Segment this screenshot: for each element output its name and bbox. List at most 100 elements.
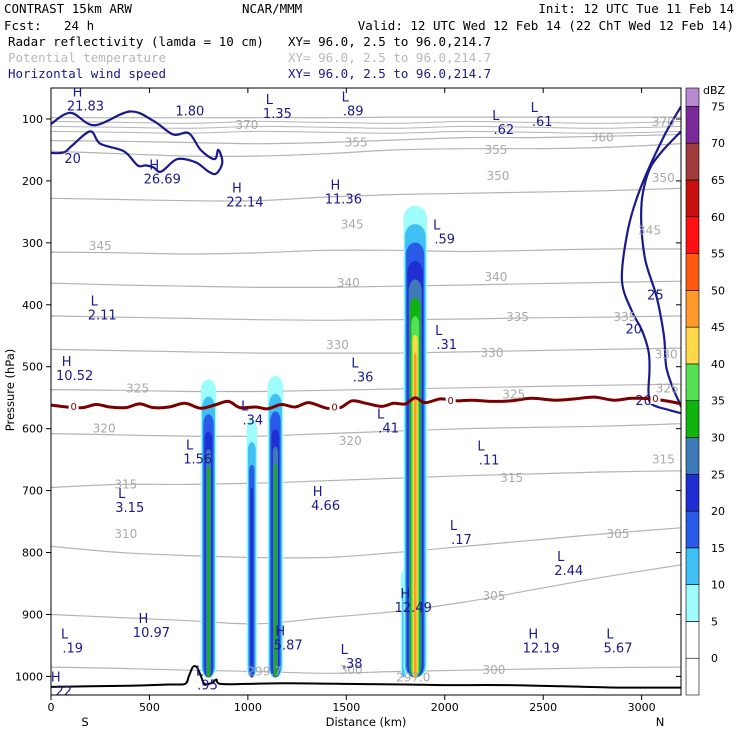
colorbar-segment-0	[685, 621, 700, 659]
theta-label: 350	[652, 171, 675, 185]
colorbar-label: 75	[711, 100, 725, 113]
hl-value: .34	[242, 413, 263, 428]
field-wind-name: Horizontal wind speed	[8, 66, 166, 81]
colorbar-segment-50	[685, 253, 700, 291]
hl-letter-low: L	[341, 643, 349, 658]
x-end-south: S	[81, 715, 88, 729]
y-tick-label: 100	[22, 113, 43, 126]
hl-letter-low: L	[186, 438, 194, 453]
colorbar-label: 40	[711, 358, 725, 371]
zero-degree-line: 0 0 0 0	[51, 392, 681, 414]
hl-letter-high: H	[62, 355, 72, 370]
x-tick-label: 1000	[234, 701, 262, 714]
x-axis: 0 500 1000 1500 2000 2500 3000	[48, 88, 656, 714]
x-tick-label: 0	[48, 701, 55, 714]
plot-frame	[50, 87, 682, 696]
hl-value: 2.11	[88, 309, 117, 324]
x-tick-label: 1500	[332, 701, 360, 714]
fcst-value: 24 h	[64, 18, 94, 33]
hl-value: 5.67	[604, 641, 633, 656]
y-tick-label: 700	[22, 485, 43, 498]
hl-letter-high: H	[73, 85, 83, 100]
zero-label-bg	[650, 392, 661, 404]
hl-value: .19	[62, 641, 83, 656]
hl-value: .11	[479, 454, 500, 469]
colorbar: 0 5 10 15 20 25 30 35 40 45 50 55 60 65 70 75	[685, 87, 725, 696]
hl-letter-low: L	[241, 399, 249, 414]
hl-letter-low: L	[606, 627, 614, 642]
reflectivity-cells	[200, 205, 427, 678]
hl-value: .62	[493, 123, 514, 138]
y-tick-label: 400	[22, 299, 43, 312]
colorbar-label: 50	[711, 284, 725, 297]
wind-contours: 20 25 20 20	[51, 106, 681, 415]
colorbar-label: 25	[711, 468, 725, 481]
wind-contour-label: 20	[625, 323, 642, 338]
theta-contour-350	[51, 187, 681, 202]
theta-label: 305	[483, 589, 506, 603]
theta-contour-370	[51, 116, 681, 119]
wind-contour-20-2	[620, 106, 681, 415]
theta-contour-355	[51, 143, 681, 157]
theta-label: 345	[638, 223, 661, 237]
theta-label: 305	[607, 527, 630, 541]
hl-value: .17	[451, 533, 472, 548]
y-tick-label: 900	[22, 608, 43, 621]
colorbar-segment-30	[685, 400, 700, 438]
theta-contour-320	[51, 423, 681, 437]
colorbar-label: 10	[711, 579, 725, 592]
hl-value: 1.80	[175, 104, 204, 119]
hl-value: 3.15	[115, 501, 144, 516]
hl-letter-high: H	[275, 624, 285, 639]
colorbar-label: 35	[711, 395, 725, 408]
colorbar-label: 0	[711, 652, 718, 665]
hl-value: 12.19	[523, 641, 560, 656]
hl-letter-low: L	[492, 109, 500, 124]
fcst-label: Fcst:	[4, 18, 42, 33]
colorbar-unit: dBZ	[703, 84, 726, 97]
x-tick-label: 2000	[431, 701, 459, 714]
field-reflectivity-xy: XY= 96.0, 2.5 to 96.0,214.7	[288, 34, 491, 49]
colorbar-segment-40	[685, 326, 700, 365]
theta-contour-360	[51, 133, 681, 145]
hl-value: .38	[342, 657, 363, 672]
theta-label: 335	[506, 310, 529, 324]
colorbar-segment-70	[685, 106, 700, 144]
hl-letter-low: L	[450, 519, 458, 534]
hl-letter-high: H	[139, 612, 149, 627]
hl-letter-high: H	[400, 587, 410, 602]
colorbar-segment-45	[685, 290, 700, 328]
theta-label: 325	[656, 381, 679, 395]
hl-letter-low: L	[531, 101, 539, 116]
y-axis-label: Pressure (hPa)	[3, 349, 17, 432]
terrain-line	[51, 665, 681, 689]
y-tick-label: 300	[22, 237, 43, 250]
reflectivity-cell-4-45dbz	[413, 353, 417, 678]
theta-label: 360	[591, 131, 614, 145]
terrain-surface	[51, 665, 681, 689]
zero-degree-label: 0	[447, 396, 453, 407]
hl-letter-low: L	[91, 295, 99, 310]
theta-label: 345	[89, 239, 112, 253]
theta-contour-305	[51, 564, 681, 625]
colorbar-segment-10	[685, 547, 700, 585]
x-end-north: N	[656, 715, 665, 729]
hl-value: 22	[56, 685, 73, 700]
theta-contour-340	[51, 280, 681, 289]
colorbar-label: 5	[711, 615, 718, 628]
hl-letter-low: L	[377, 407, 385, 422]
colorbar-segment-35	[685, 363, 700, 401]
theta-label: 370	[235, 118, 258, 132]
hl-letter-high: H	[330, 178, 340, 193]
hl-value: 2.44	[554, 564, 583, 579]
hl-letter-low: L	[342, 90, 350, 105]
hl-value: .59	[434, 233, 455, 248]
theta-label: 330	[326, 338, 349, 352]
hl-value: 5.87	[274, 638, 303, 653]
hl-value: .36	[353, 371, 374, 386]
zero-degree-label: 0	[331, 403, 337, 414]
colorbar-label: 15	[711, 542, 725, 555]
org-label: NCAR/MMM	[242, 1, 302, 16]
theta-label: 320	[93, 422, 116, 436]
